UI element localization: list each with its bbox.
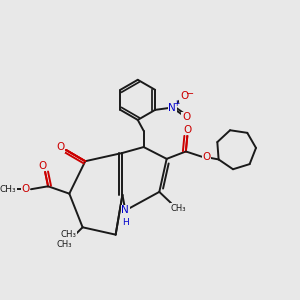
- Text: H: H: [122, 218, 129, 227]
- Text: O: O: [39, 160, 47, 171]
- Text: O: O: [22, 184, 30, 194]
- Text: CH₃: CH₃: [57, 241, 72, 250]
- Text: O: O: [183, 124, 191, 135]
- Text: CH₃: CH₃: [0, 185, 16, 194]
- Text: O: O: [180, 91, 188, 101]
- Text: CH₃: CH₃: [171, 204, 186, 213]
- Text: O: O: [202, 152, 211, 162]
- Text: O: O: [182, 112, 190, 122]
- Text: O: O: [57, 142, 65, 152]
- Text: +: +: [173, 99, 180, 108]
- Text: N: N: [122, 206, 129, 215]
- Text: N: N: [168, 103, 176, 112]
- Text: CH₃: CH₃: [60, 230, 76, 239]
- Text: −: −: [187, 89, 195, 99]
